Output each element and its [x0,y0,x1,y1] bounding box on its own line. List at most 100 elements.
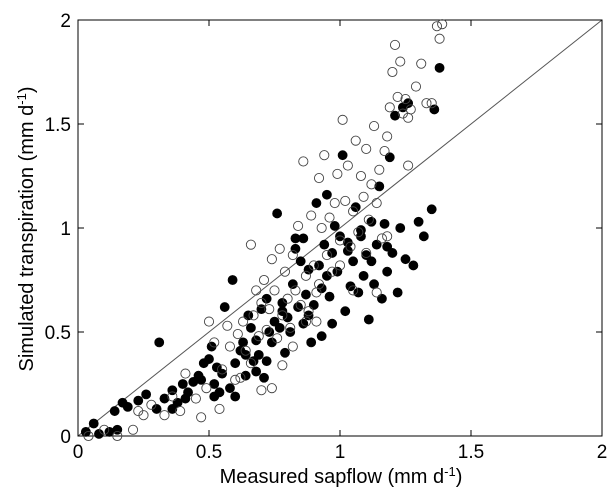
ticks-layer: 0 0.5 1 1.5 2 0 0.5 1 1.5 2 [45,11,608,463]
filled-data-point [230,358,241,369]
open-data-point [214,403,225,415]
open-data-point [334,260,346,271]
open-data-point [311,316,322,327]
filled-data-point [408,260,419,271]
x-tick-label: 0 [73,442,84,463]
x-axis-label-sup: -1 [444,464,456,479]
filled-data-point [366,256,377,267]
filled-data-point [122,401,133,412]
filled-data-point [240,370,251,381]
filled-data-point [183,387,193,398]
open-data-point [282,293,293,304]
filled-data-point [337,150,348,161]
open-data-point [379,145,390,157]
x-axis-label: Measured sapflow (mm d-1) [220,464,463,489]
open-data-point [313,173,325,184]
open-data-point [371,197,382,209]
points-layer [80,19,448,442]
open-data-point [324,212,335,223]
open-data-point [83,430,94,442]
filled-data-point [230,391,241,402]
open-data-point [190,393,201,404]
open-data-point [327,266,338,277]
filled-data-point [280,347,290,358]
filled-data-point [319,239,330,250]
filled-data-point [225,383,235,394]
filled-data-point [382,241,393,252]
open-data-point [264,304,275,315]
open-data-point [313,279,325,290]
filled-data-point [353,287,364,298]
filled-data-point [109,406,120,416]
filled-data-point [159,393,170,404]
open-data-point [384,102,395,113]
open-data-point [350,135,361,146]
filled-data-point [340,306,351,317]
filled-data-point [369,279,379,290]
x-tick-label: 1.5 [458,442,484,463]
open-data-point [316,222,327,234]
open-data-point [329,197,340,209]
filled-data-point [392,287,403,298]
open-data-point [196,412,207,423]
open-data-point [405,104,416,115]
open-data-point [342,160,353,171]
open-data-point [306,210,317,221]
filled-data-point [295,256,306,267]
filled-data-point [379,218,390,229]
open-data-point [434,33,445,44]
open-data-point [277,310,288,321]
y-axis-label-end: ) [16,86,38,93]
open-data-point [290,285,301,296]
open-data-point [240,345,251,356]
open-data-point [232,329,243,340]
filled-data-point [253,349,264,360]
x-tick-label: 0.5 [196,442,222,463]
open-data-point [295,299,306,311]
filled-data-point [238,337,248,348]
filled-data-point [177,379,188,389]
open-data-point [303,306,314,317]
filled-data-point [133,395,144,406]
open-data-point [337,114,348,125]
open-data-point [416,58,427,69]
x-axis-label-end: ) [456,466,463,488]
open-data-point [266,383,277,394]
filled-data-point [321,189,332,200]
open-data-point [127,424,139,435]
open-data-point [358,191,369,202]
y-axis-label-sup: -1 [14,93,29,105]
filled-data-point [204,354,214,364]
filled-data-point [311,198,322,208]
filled-data-point [363,314,374,325]
filled-data-point [327,248,338,258]
open-data-point [224,341,236,352]
open-data-point [99,424,110,435]
filled-data-point [426,204,437,215]
filled-data-point [327,318,338,329]
open-data-point [334,235,346,246]
filled-data-point [316,331,327,342]
open-data-point [361,247,372,259]
filled-data-point [434,62,445,73]
open-data-point [321,249,332,261]
open-data-point [167,391,178,402]
open-data-point [238,316,249,327]
open-data-point [251,285,262,296]
x-tick-label: 2 [597,442,608,463]
y-tick-label: 1 [60,219,71,240]
y-axis-label: Simulated transpiration (mm d-1) [14,86,39,371]
open-data-point [319,150,330,161]
open-data-point [371,287,382,298]
open-data-point [279,266,291,277]
filled-data-point [413,216,424,227]
open-data-point [235,372,246,383]
filled-data-point [251,366,262,377]
open-data-point [201,383,212,394]
open-data-point [392,91,403,103]
open-data-point [222,320,233,331]
open-data-point [426,98,437,109]
open-data-point [203,316,215,327]
filled-data-point [227,275,238,285]
open-data-point [374,164,385,175]
